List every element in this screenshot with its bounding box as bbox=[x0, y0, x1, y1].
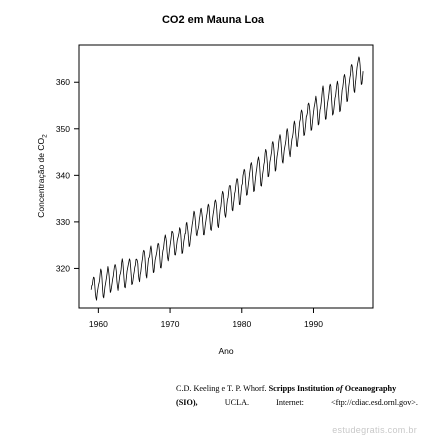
y-axis-label-main: Concentração de CO bbox=[36, 138, 46, 218]
credit-inst-of: of bbox=[335, 384, 343, 393]
y-axis: 320 330 340 350 360 bbox=[56, 77, 79, 273]
credit-abbr: (SIO), bbox=[176, 398, 198, 407]
x-tick-label: 1990 bbox=[304, 319, 323, 329]
credit-inst-b: Oceanography bbox=[342, 384, 397, 393]
x-axis: 1960 1970 1980 1990 bbox=[89, 308, 323, 329]
y-tick-label: 360 bbox=[56, 77, 70, 87]
y-tick-label: 350 bbox=[56, 124, 70, 134]
y-tick-label: 340 bbox=[56, 170, 70, 180]
x-tick-label: 1980 bbox=[232, 319, 251, 329]
site-watermark: estudegratis.com.br bbox=[332, 425, 417, 435]
y-axis-label-subscript: 2 bbox=[42, 134, 49, 138]
credit-line-2: (SIO), UCLA. Internet: <ftp://cdiac.esd.… bbox=[176, 396, 418, 410]
source-credit: C.D. Keeling e T. P. Whorf. Scripps Inst… bbox=[176, 382, 418, 410]
y-axis-label: Concentração de CO2 bbox=[36, 134, 49, 218]
credit-ftp-link[interactable]: <ftp://cdiac.esd.ornl.gov>. bbox=[330, 398, 418, 407]
x-tick-label: 1960 bbox=[89, 319, 108, 329]
chart-title: CO2 em Mauna Loa bbox=[162, 14, 265, 26]
credit-institution: Scripps Institution of Oceanography bbox=[269, 384, 397, 393]
credit-line-1: C.D. Keeling e T. P. Whorf. Scripps Inst… bbox=[176, 382, 418, 396]
y-tick-label: 320 bbox=[56, 263, 70, 273]
credit-internet: Internet: bbox=[276, 398, 304, 407]
x-tick-label: 1970 bbox=[161, 319, 180, 329]
credit-ucla: UCLA. bbox=[224, 398, 250, 407]
x-axis-label: Ano bbox=[218, 346, 233, 356]
y-tick-label: 330 bbox=[56, 217, 70, 227]
credit-inst-a: Scripps Institution bbox=[268, 384, 336, 393]
co2-series-line bbox=[90, 56, 364, 301]
credit-authors: C.D. Keeling e T. P. Whorf. bbox=[176, 384, 267, 393]
plot-frame bbox=[78, 44, 374, 309]
